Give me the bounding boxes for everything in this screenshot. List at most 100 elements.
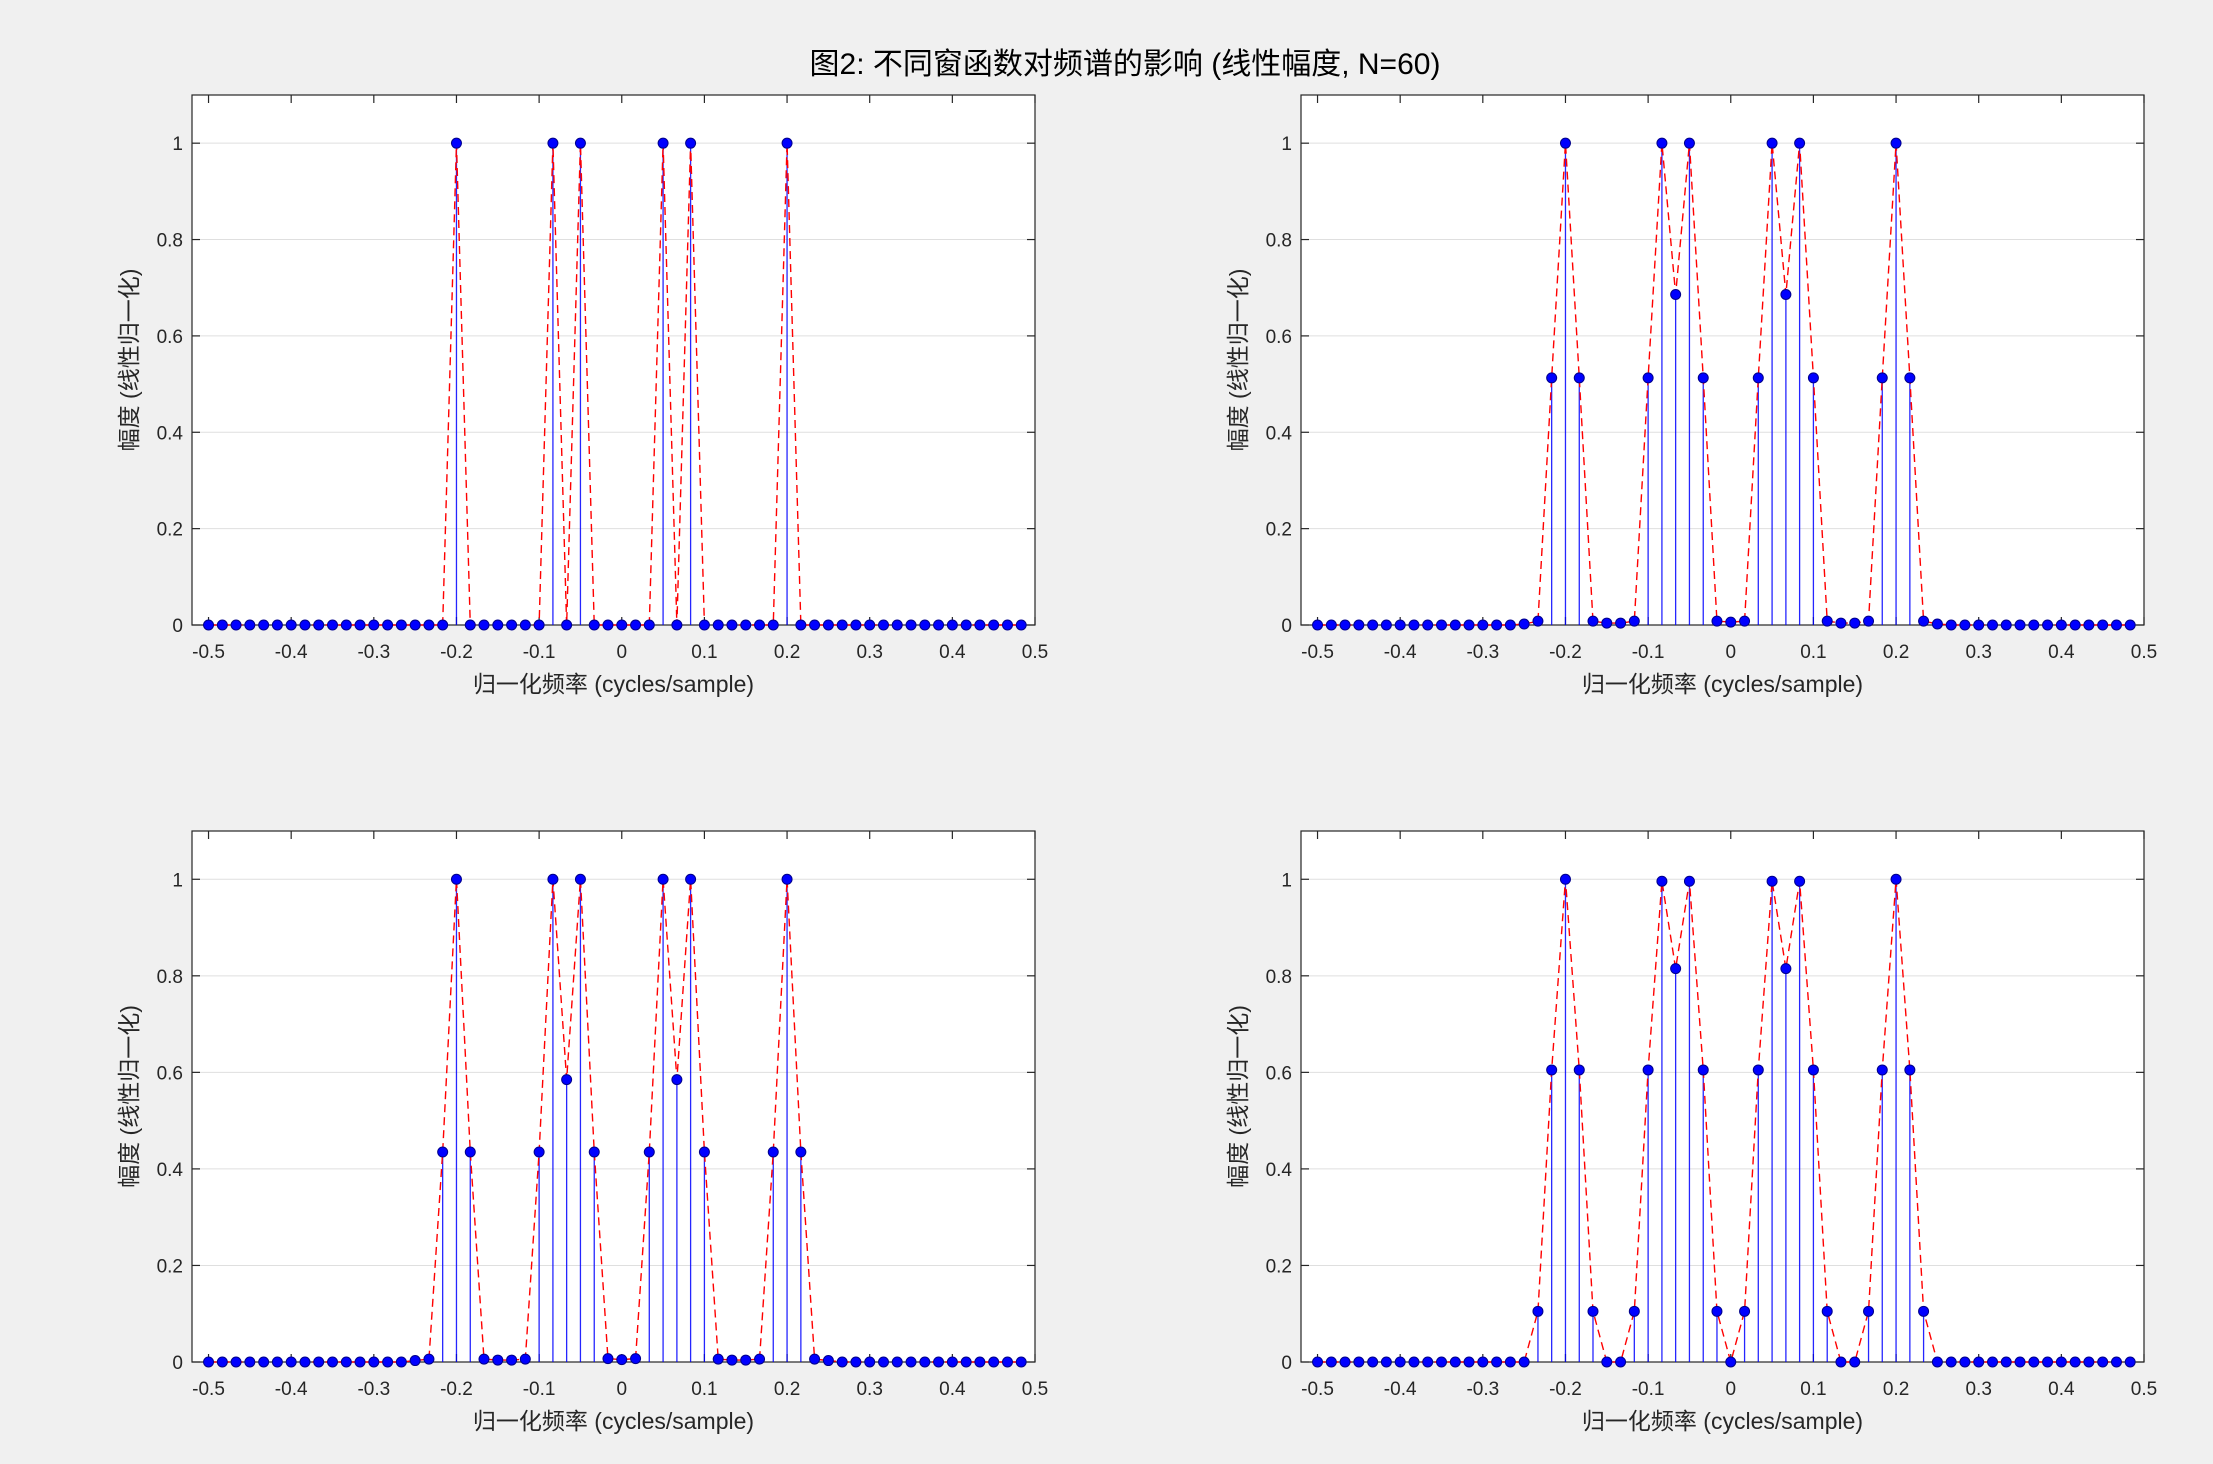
axes-background [192,831,1035,1362]
stem-marker [1353,1356,1365,1368]
stem-marker [2042,619,2054,631]
stem-marker [919,1356,931,1368]
stem-marker [1807,372,1819,384]
stem-marker [547,137,559,149]
stem-marker [643,619,655,631]
stem-marker [423,1353,435,1365]
stem-marker [1807,1064,1819,1076]
stem-marker [216,619,228,631]
stem-marker [822,619,834,631]
stem-marker [767,619,779,631]
stem-marker [1780,288,1792,300]
stem-marker [2124,1356,2136,1368]
stem-marker [1367,1356,1379,1368]
stem-marker [698,619,710,631]
stem-marker [395,619,407,631]
x-tick-label: -0.2 [440,642,473,663]
stem-marker [657,873,669,885]
stem-marker [602,619,614,631]
stem-marker [740,1354,752,1366]
stem-marker [244,1356,256,1368]
stem-marker [1339,1356,1351,1368]
stem-marker [2055,1356,2067,1368]
stem-marker [2110,619,2122,631]
stem-marker [409,619,421,631]
stem-marker [809,1353,821,1365]
stem-marker [1422,619,1434,631]
x-tick-label: -0.1 [523,642,556,663]
x-axis-label: 归一化频率 (cycles/sample) [473,1408,754,1434]
stem-marker [1463,1356,1475,1368]
stem-marker [574,873,586,885]
stem-marker [1863,1305,1875,1317]
stem-marker [1380,1356,1392,1368]
stem-marker [285,619,297,631]
stem-marker [1959,1356,1971,1368]
stem-marker [988,1356,1000,1368]
stem-marker [1945,619,1957,631]
stem-marker [1752,1064,1764,1076]
stem-marker [891,619,903,631]
stem-marker [850,1356,862,1368]
stem-marker [2097,619,2109,631]
stem-marker [506,1354,518,1366]
stem-marker [1449,1356,1461,1368]
y-tick-label: 0.4 [1266,423,1293,444]
stem-marker [2083,1356,2095,1368]
stem-marker [271,619,283,631]
stem-marker [850,619,862,631]
stem-marker [1504,619,1516,631]
x-tick-label: -0.5 [1301,642,1334,663]
x-tick-label: 0.1 [1800,1379,1826,1400]
stem-marker [258,1356,270,1368]
stem-marker [450,873,462,885]
y-tick-label: 0.6 [1266,1063,1292,1084]
stem-marker [795,619,807,631]
stem-marker [946,1356,958,1368]
stem-marker [1863,615,1875,627]
stem-marker [464,1146,476,1158]
stem-marker [478,1353,490,1365]
stem-marker [1904,1064,1916,1076]
x-tick-label: -0.1 [523,1379,556,1400]
stem-marker [974,619,986,631]
stem-marker [492,1354,504,1366]
stem-marker [1766,137,1778,149]
x-tick-label: -0.3 [1466,1379,1499,1400]
stem-marker [1325,1356,1337,1368]
y-tick-label: 0 [1281,1353,1292,1374]
x-tick-label: -0.3 [357,642,390,663]
x-tick-label: 0.1 [1800,642,1826,663]
y-axis-label: 幅度 (线性归一化) [116,269,142,452]
stem-marker [754,619,766,631]
stem-marker [1918,1305,1930,1317]
stem-marker [1945,1356,1957,1368]
stem-marker [1973,1356,1985,1368]
axes-box [1300,94,2145,626]
x-tick-label: 0 [616,1379,627,1400]
stem-marker [2014,1356,2026,1368]
stem-marker [836,1356,848,1368]
stem-marker [1642,372,1654,384]
stem-marker [1821,615,1833,627]
y-tick-label: 0.2 [157,520,183,541]
stem-marker [561,619,573,631]
stem-marker [946,619,958,631]
stem-marker [299,1356,311,1368]
stem-marker [1849,1356,1861,1368]
stem-marker [1615,1356,1627,1368]
stem-marker [726,1354,738,1366]
stem-marker [1876,372,1888,384]
stem-marker [630,619,642,631]
figure-title: 图2: 不同窗函数对频谱的影响 (线性幅度, N=60) [810,48,1441,81]
stem-marker [1835,1356,1847,1368]
stem-marker [1312,619,1324,631]
x-tick-label: 0 [616,642,627,663]
axes-box [191,830,1036,1363]
stem-marker [1683,875,1695,887]
stem-marker [1449,619,1461,631]
stem-marker [1001,1356,1013,1368]
x-tick-label: 0.4 [2048,642,2075,663]
stem-marker [1491,1356,1503,1368]
stem-marker [767,1146,779,1158]
